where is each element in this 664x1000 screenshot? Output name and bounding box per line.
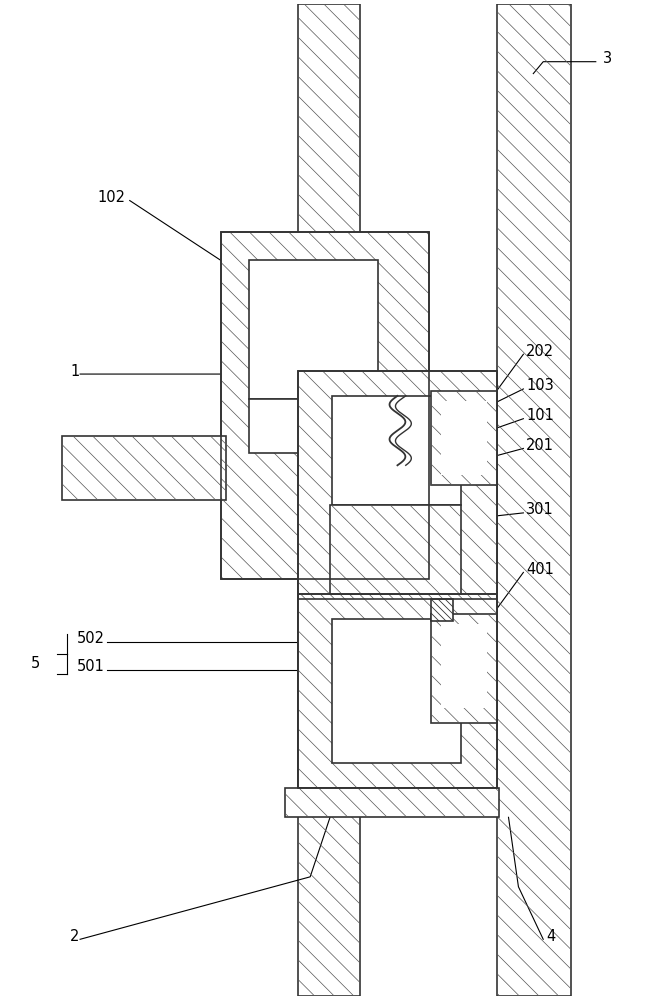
Text: 202: 202 bbox=[527, 344, 554, 359]
Polygon shape bbox=[286, 788, 499, 817]
Text: 401: 401 bbox=[527, 562, 554, 577]
Polygon shape bbox=[298, 594, 497, 788]
Text: 5: 5 bbox=[31, 656, 40, 671]
Polygon shape bbox=[441, 401, 487, 475]
Polygon shape bbox=[431, 614, 497, 723]
Text: 101: 101 bbox=[527, 408, 554, 423]
Polygon shape bbox=[62, 436, 226, 500]
Text: 301: 301 bbox=[527, 502, 554, 517]
Text: 2: 2 bbox=[70, 929, 80, 944]
Polygon shape bbox=[431, 599, 453, 621]
Text: 102: 102 bbox=[97, 190, 125, 205]
Polygon shape bbox=[332, 619, 461, 763]
Polygon shape bbox=[249, 399, 333, 453]
Polygon shape bbox=[431, 391, 497, 485]
Text: 4: 4 bbox=[546, 929, 556, 944]
Polygon shape bbox=[441, 624, 487, 708]
Polygon shape bbox=[249, 260, 378, 399]
Text: 1: 1 bbox=[70, 364, 80, 379]
Text: 103: 103 bbox=[527, 378, 554, 393]
Polygon shape bbox=[221, 232, 429, 579]
Text: 3: 3 bbox=[603, 51, 612, 66]
Polygon shape bbox=[332, 396, 461, 505]
Polygon shape bbox=[497, 4, 571, 996]
Text: 502: 502 bbox=[77, 631, 105, 646]
Polygon shape bbox=[330, 505, 461, 594]
Text: 501: 501 bbox=[77, 659, 105, 674]
Polygon shape bbox=[298, 4, 360, 996]
Text: 201: 201 bbox=[527, 438, 554, 453]
Polygon shape bbox=[298, 371, 497, 599]
